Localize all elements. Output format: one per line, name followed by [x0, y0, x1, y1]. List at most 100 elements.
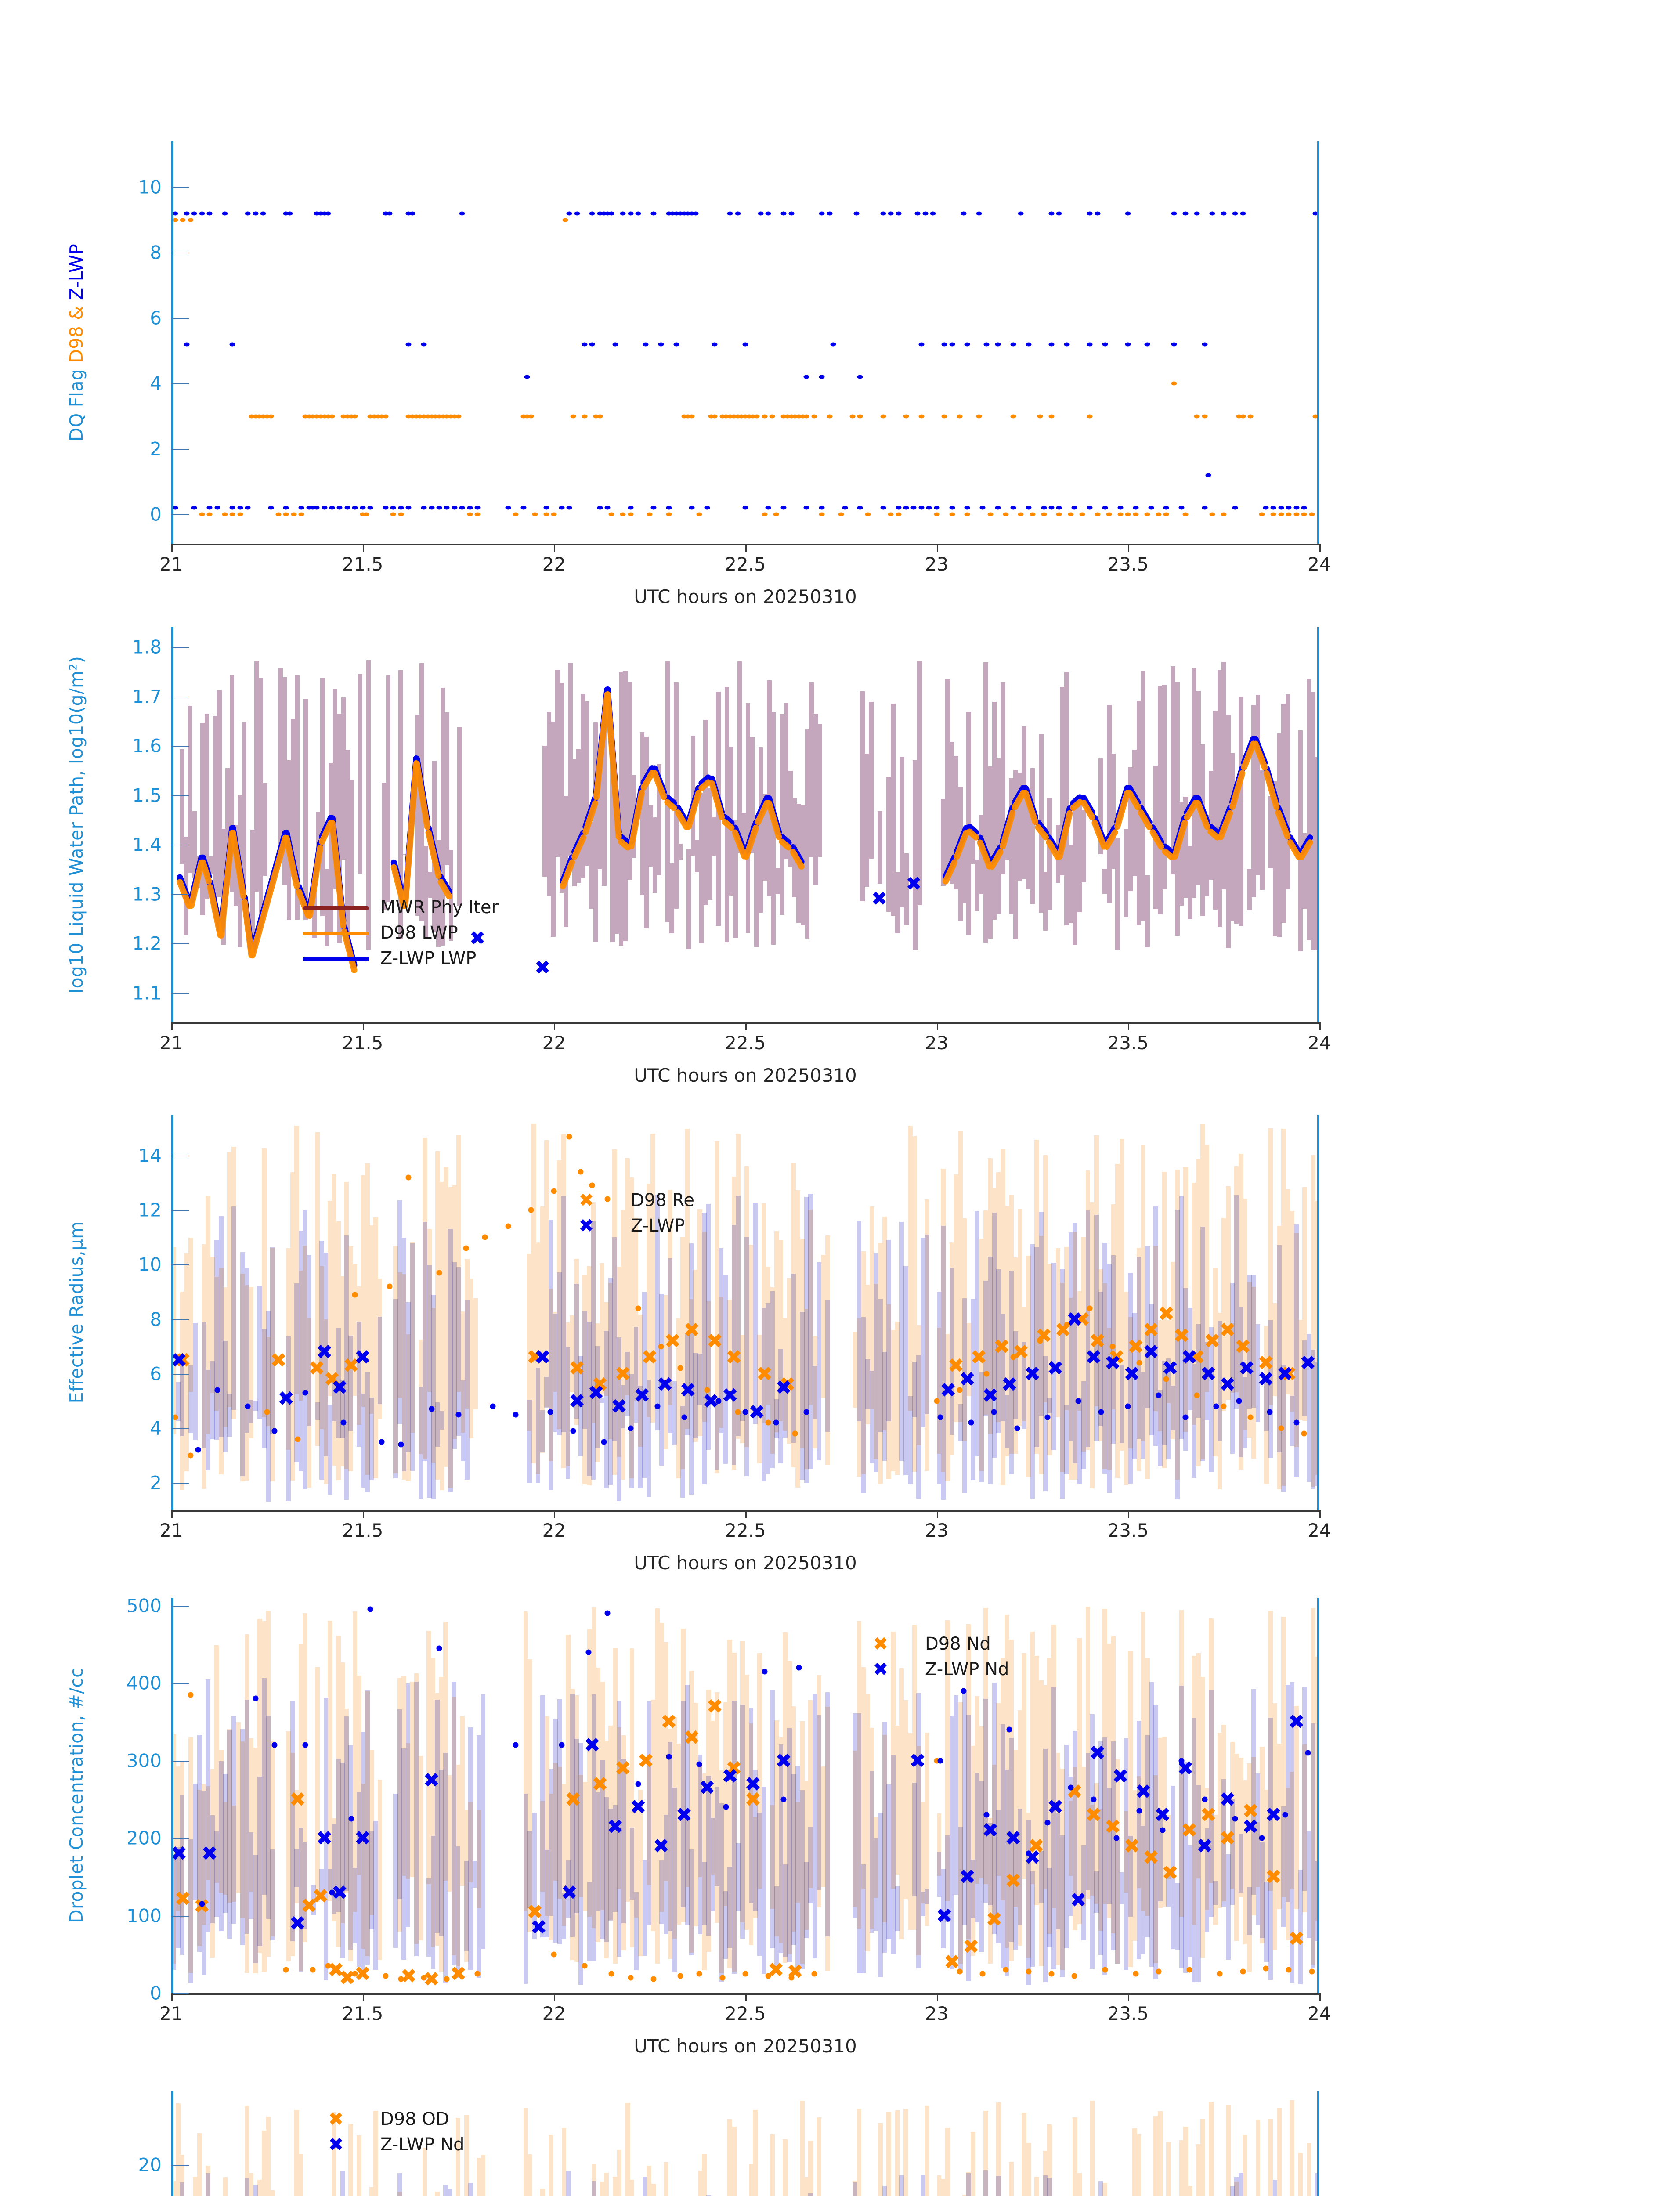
uncertainty-band [465, 1300, 470, 1480]
uncertainty-band [439, 1769, 444, 1937]
uncertainty-band [1243, 1199, 1248, 1430]
uncertainty-band [1115, 1838, 1120, 1964]
uncertainty-band [1098, 2181, 1103, 2196]
data-point [1259, 512, 1265, 516]
data-point [1098, 1409, 1104, 1415]
uncertainty-band [1183, 1288, 1188, 1451]
uncertainty-band [544, 1140, 549, 1408]
uncertainty-band [869, 701, 874, 859]
uncertainty-band [612, 1237, 617, 1441]
uncertainty-band [1141, 1612, 1146, 1912]
data-point [1301, 512, 1307, 516]
uncertainty-band [812, 1366, 817, 1420]
uncertainty-band [625, 1351, 630, 1416]
data-point [249, 414, 255, 419]
uncertainty-band [1158, 1320, 1163, 1431]
uncertainty-band [710, 1721, 715, 1875]
uncertainty-band [1124, 1291, 1129, 1485]
data-marker-x: ✖ [1242, 1799, 1259, 1823]
data-point [520, 506, 527, 510]
data-point [968, 1419, 974, 1426]
legend-entry: ✖ D98 Re [553, 1189, 694, 1211]
uncertainty-band [1030, 1632, 1035, 1885]
uncertainty-band [971, 1860, 975, 1918]
uncertainty-band [430, 1835, 436, 1969]
data-point [742, 1409, 748, 1415]
uncertainty-band [1255, 1773, 1261, 1925]
uncertainty-band [878, 1813, 883, 1977]
uncertainty-band [214, 1831, 219, 1917]
x-tick-label: 23 [925, 1520, 949, 1541]
uncertainty-band [766, 680, 772, 896]
uncertainty-band [1047, 798, 1052, 910]
uncertainty-band [298, 2154, 303, 2196]
data-point [1117, 512, 1124, 516]
data-point [903, 506, 909, 510]
data-point [608, 211, 614, 216]
uncertainty-band [719, 1803, 724, 1982]
uncertainty-band [1230, 753, 1235, 921]
data-marker-x: ✖ [327, 1958, 344, 1982]
uncertainty-band [464, 1860, 469, 1951]
data-point [405, 211, 412, 216]
y-tick-mark [171, 993, 189, 994]
data-point [421, 506, 427, 510]
legend-key-x: ✖ [328, 2108, 344, 2130]
y-tick-label: 1.4 [132, 834, 162, 856]
uncertainty-band [1128, 1273, 1133, 1484]
data-point [1117, 506, 1124, 510]
uncertainty-band [642, 2176, 647, 2196]
uncertainty-band [527, 2154, 532, 2196]
data-point [857, 414, 863, 419]
data-point [253, 211, 259, 216]
uncertainty-band [740, 1335, 745, 1444]
uncertainty-band [865, 1359, 870, 1409]
uncertainty-band [270, 1849, 275, 1941]
uncertainty-band [332, 1823, 337, 1914]
data-marker-x: ✖ [664, 1329, 681, 1353]
uncertainty-band [962, 830, 967, 904]
uncertainty-band [369, 1830, 374, 1929]
uncertainty-band [1000, 682, 1005, 875]
data-marker-x: ✖ [1142, 1318, 1160, 1342]
uncertainty-band [1213, 1268, 1218, 1456]
uncertainty-band [294, 1790, 299, 1903]
uncertainty-band [770, 2134, 775, 2196]
uncertainty-band [382, 783, 387, 910]
uncertainty-band [258, 678, 264, 928]
data-point [375, 414, 381, 419]
uncertainty-band [895, 872, 900, 934]
data-point [513, 1412, 519, 1418]
uncertainty-band [414, 1681, 419, 1956]
uncertainty-band [1111, 1255, 1116, 1444]
data-point [926, 506, 932, 510]
uncertainty-band [954, 756, 959, 889]
uncertainty-band [595, 1346, 600, 1448]
data-point [819, 506, 825, 510]
uncertainty-band [328, 1621, 332, 1901]
y-tick-mark [171, 187, 189, 188]
uncertainty-band [244, 2178, 249, 2196]
uncertainty-band [1004, 1394, 1010, 1448]
uncertainty-band [349, 780, 354, 910]
uncertainty-band [639, 732, 645, 895]
y-tick-mark [171, 647, 189, 648]
uncertainty-band [817, 2117, 822, 2196]
data-point [964, 342, 970, 347]
uncertainty-band [1124, 1738, 1129, 1970]
x-tick-label: 24 [1308, 1520, 1331, 1541]
uncertainty-band [736, 1195, 741, 1437]
uncertainty-band [572, 759, 577, 887]
uncertainty-band [1081, 1845, 1086, 1940]
uncertainty-band [1090, 2100, 1095, 2196]
legend-entry: Z-LWP LWP [303, 948, 476, 968]
uncertainty-band [1111, 754, 1116, 869]
uncertainty-band [907, 1396, 913, 1484]
uncertainty-band [1268, 1717, 1273, 1980]
uncertainty-band [1068, 1776, 1073, 1916]
y-tick-label: 2 [150, 438, 162, 460]
data-point [738, 414, 744, 419]
uncertainty-band [357, 1792, 361, 1967]
data-point [896, 506, 902, 510]
x-tick-mark [936, 1022, 938, 1030]
